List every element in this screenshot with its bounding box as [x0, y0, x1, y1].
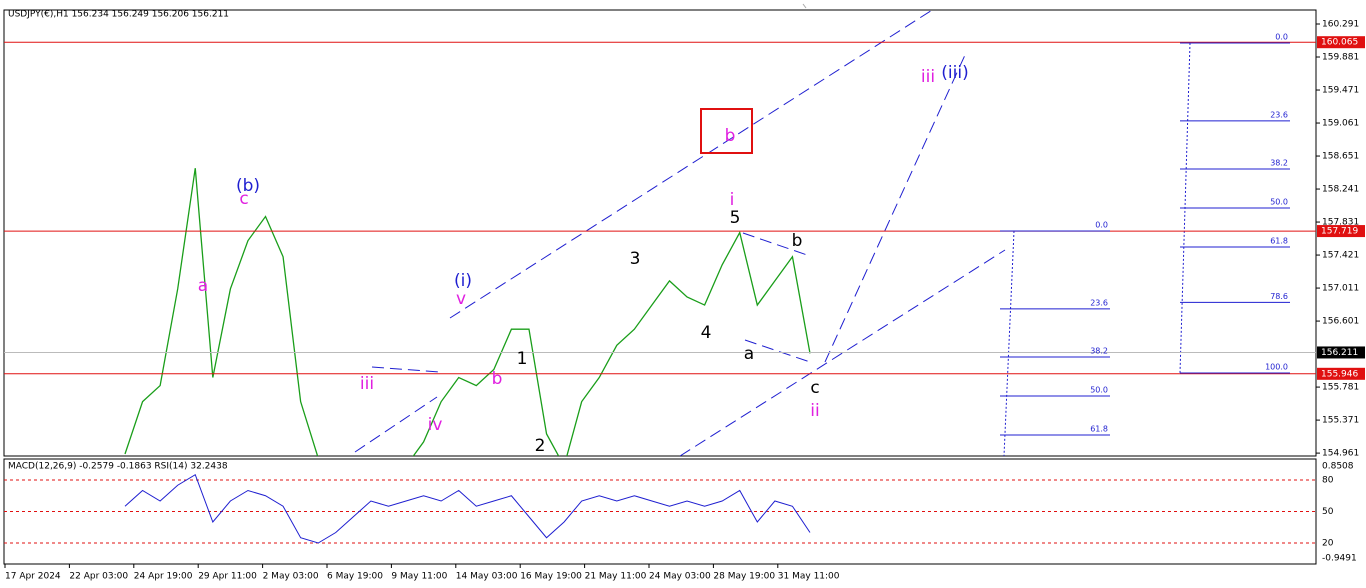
- level-tag: [1317, 36, 1365, 49]
- x-tick-label: 14 May 03:00: [456, 572, 518, 582]
- symbol-header: USDJPY(€),H1 156.234 156.249 156.206 156…: [8, 10, 229, 20]
- bid-tag: [1317, 346, 1365, 359]
- y-tick-label: 155.371: [1322, 416, 1359, 426]
- x-tick-label: 2 May 03:00: [263, 572, 319, 582]
- bid-label: 156.211: [1321, 348, 1358, 358]
- x-tick-label: 24 May 03:00: [649, 572, 711, 582]
- wave-label: (i): [454, 271, 472, 291]
- wave-label: c: [239, 189, 248, 209]
- wave-label: b: [725, 126, 736, 146]
- channel-lower: [679, 249, 1006, 456]
- wave-label: 5: [730, 208, 741, 228]
- wave-label: 3: [630, 249, 641, 269]
- wave-label: (iii): [941, 63, 968, 83]
- wave-label: 4: [701, 323, 712, 343]
- fib-label: 50.0: [1090, 386, 1108, 395]
- wave-label: b: [492, 369, 503, 389]
- triangle-lower: [354, 396, 438, 453]
- wave-label: 2: [535, 436, 546, 456]
- fib-label: 78.6: [1270, 292, 1288, 301]
- x-tick-label: 29 Apr 11:00: [198, 572, 257, 582]
- price-line: [124, 168, 811, 456]
- level-tag: [1317, 225, 1365, 238]
- x-tick-label: 16 May 19:00: [520, 572, 582, 582]
- wave-label: i: [730, 190, 735, 210]
- rsi-line: [124, 474, 811, 544]
- rsi-tick-label: 50: [1322, 507, 1334, 517]
- fib-label: 61.8: [1090, 424, 1108, 433]
- fib-label: 100.0: [1265, 363, 1288, 372]
- fib-left-trend: [1003, 230, 1015, 456]
- y-tick-label: 154.961: [1322, 449, 1359, 459]
- fib-label: 23.6: [1090, 298, 1108, 307]
- fib-label: 23.6: [1270, 110, 1288, 119]
- y-tick-label: 160.291: [1322, 20, 1359, 30]
- indicator-header: MACD(12,26,9) -0.2579 -0.1863 RSI(14) 32…: [8, 462, 228, 472]
- wave-label: iii: [921, 67, 935, 87]
- x-tick-label: 24 Apr 19:00: [134, 572, 193, 582]
- rsi-tick-label: 20: [1322, 539, 1334, 549]
- wave-label: v: [456, 289, 466, 309]
- x-tick-label: 31 May 11:00: [778, 572, 840, 582]
- y-tick-label: 155.781: [1322, 383, 1359, 393]
- fib-label: 50.0: [1270, 198, 1288, 207]
- y-tick-label: 159.061: [1322, 119, 1359, 129]
- fib-label: 38.2: [1090, 347, 1108, 356]
- x-tick-label: 22 Apr 03:00: [69, 572, 128, 582]
- fib-label: 0.0: [1275, 33, 1288, 42]
- shift-marker: [802, 3, 807, 9]
- x-tick-label: 21 May 11:00: [585, 572, 647, 582]
- level-label: 160.065: [1321, 38, 1358, 48]
- wedge-top: [742, 232, 811, 257]
- highlight-box: [700, 108, 753, 154]
- fib-label: 61.8: [1270, 236, 1288, 245]
- macd-tick-label: 0.8508: [1322, 462, 1354, 472]
- level-label: 155.946: [1321, 369, 1358, 379]
- y-tick-label: 156.601: [1322, 317, 1359, 327]
- wave-label: ii: [810, 401, 819, 421]
- x-tick-label: 28 May 19:00: [713, 572, 775, 582]
- level-label: 157.719: [1321, 227, 1358, 237]
- y-tick-label: 158.241: [1322, 185, 1359, 195]
- wave-label: iii: [360, 374, 374, 394]
- triangle-upper: [371, 366, 441, 373]
- projection: [824, 54, 966, 363]
- y-tick-label: 159.471: [1322, 86, 1359, 96]
- main-pane: [3, 9, 1317, 457]
- wave-label: b: [792, 231, 803, 251]
- y-tick-label: 157.831: [1322, 218, 1359, 228]
- macd-tick-label: -0.9491: [1322, 554, 1357, 564]
- wave-label: c: [810, 378, 819, 398]
- wave-label: a: [198, 276, 208, 296]
- y-tick-label: 157.421: [1322, 251, 1359, 261]
- x-tick-label: 6 May 19:00: [327, 572, 383, 582]
- wave-label: (b): [236, 176, 260, 196]
- wedge-bottom: [744, 339, 811, 363]
- wave-label: iv: [428, 415, 443, 435]
- x-tick-label: 17 Apr 2024: [5, 572, 61, 582]
- x-tick-label: 9 May 11:00: [391, 572, 447, 582]
- channel-upper: [449, 10, 934, 319]
- wave-label: a: [744, 344, 754, 364]
- fib-label: 38.2: [1270, 159, 1288, 168]
- fib-label: 0.0: [1095, 221, 1108, 230]
- y-tick-label: 157.011: [1322, 284, 1359, 294]
- y-tick-label: 158.651: [1322, 152, 1359, 162]
- y-tick-label: 159.881: [1322, 53, 1359, 63]
- level-tag: [1317, 367, 1365, 380]
- rsi-tick-label: 80: [1322, 476, 1334, 486]
- wave-label: 1: [517, 349, 528, 369]
